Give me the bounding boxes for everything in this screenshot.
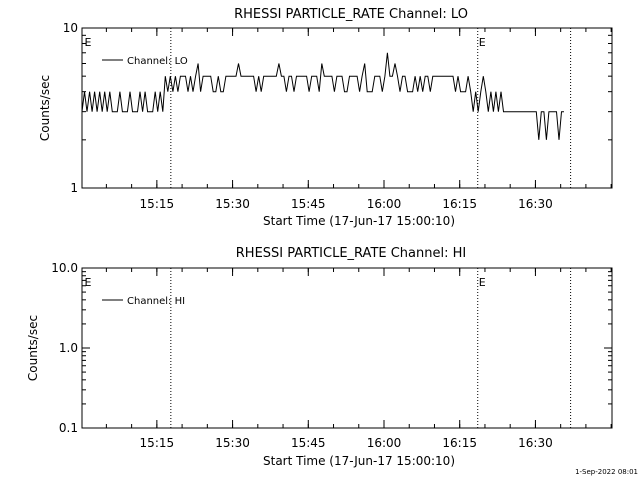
y-axis-label: Counts/sec — [26, 315, 40, 381]
legend-label: Channel: HI — [127, 296, 185, 307]
y-axis-label: Counts/sec — [38, 75, 52, 141]
chart-title: RHESSI PARTICLE_RATE Channel: HI — [236, 246, 466, 261]
x-tick-label: 16:15 — [442, 197, 477, 211]
hi-channel-plot: RHESSI PARTICLE_RATE Channel: HI Start Ti… — [26, 246, 613, 468]
x-tick-label: 15:15 — [140, 436, 175, 450]
x-tick-label: 15:45 — [291, 436, 326, 450]
y-tick-label: 0.1 — [59, 421, 78, 435]
x-tick-label: 16:00 — [367, 197, 402, 211]
x-tick-label: 15:30 — [215, 197, 250, 211]
legend-label: Channel: LO — [127, 56, 188, 67]
lo-channel-plot: RHESSI PARTICLE_RATE Channel: LO Start Ti… — [38, 7, 613, 228]
footer-timestamp: 1-Sep-2022 08:01 — [575, 468, 638, 476]
x-tick-label: 16:30 — [518, 197, 553, 211]
y-tick-label: 10 — [63, 21, 78, 35]
event-marker: E — [479, 276, 486, 289]
event-marker: E — [85, 36, 92, 49]
y-tick-label: 1.0 — [59, 341, 78, 355]
x-axis-label: Start Time (17-Jun-17 15:00:10) — [263, 454, 455, 468]
series-line — [81, 52, 564, 140]
event-marker: E — [85, 276, 92, 289]
event-marker: E — [479, 36, 486, 49]
plot-frame — [81, 267, 613, 429]
x-tick-label: 15:15 — [140, 197, 175, 211]
y-tick-label: 10.0 — [51, 261, 78, 275]
x-tick-label: 15:30 — [215, 436, 250, 450]
x-axis-label: Start Time (17-Jun-17 15:00:10) — [263, 214, 455, 228]
x-tick-label: 15:45 — [291, 197, 326, 211]
x-tick-label: 16:00 — [367, 436, 402, 450]
chart-title: RHESSI PARTICLE_RATE Channel: LO — [234, 7, 468, 22]
plot-frame — [81, 27, 613, 189]
x-tick-label: 16:15 — [442, 436, 477, 450]
y-tick-label: 1 — [70, 181, 78, 195]
x-tick-label: 16:30 — [518, 436, 553, 450]
